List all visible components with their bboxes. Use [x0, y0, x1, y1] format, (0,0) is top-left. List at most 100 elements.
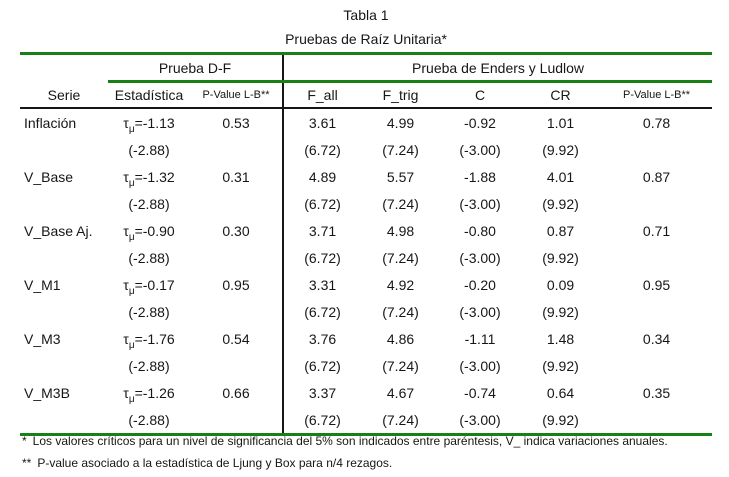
pvalue-lb2-value: 0.35 — [642, 384, 671, 401]
tau-symbol: τ — [123, 384, 129, 401]
c-value: -0.20 — [464, 276, 496, 293]
f-all-critical: (6.72) — [282, 352, 362, 379]
stat-critical: (-2.88) — [128, 357, 170, 374]
empty-cell — [601, 136, 712, 163]
tau-symbol: τ — [123, 330, 129, 347]
serie-name: Inflación — [24, 114, 77, 131]
cr-critical: (9.92) — [542, 249, 579, 266]
estadistica-value: τμ=-1.13 — [108, 108, 190, 136]
table-row-inflacion: Inflación τμ=-1.13 0.53 3.61 4.99 -0.92 … — [20, 108, 712, 136]
cr-value: 4.01 — [546, 168, 575, 185]
group-header-row: Serie Prueba D-F Prueba de Enders y Ludl… — [20, 53, 713, 109]
empty-cell — [601, 244, 712, 271]
tau-symbol: τ — [123, 276, 129, 293]
empty-cell — [190, 136, 283, 163]
pvalue-lb-value: 0.31 — [222, 168, 250, 185]
pvalue-lb2-value: 0.34 — [642, 330, 671, 347]
footnote-pvalue-ljung-box: ** P-value asociado a la estadística de L… — [22, 456, 392, 470]
empty-cell — [601, 190, 712, 217]
unit-root-test-table: Serie Prueba D-F Prueba de Enders y Ludl… — [20, 52, 713, 436]
table-row-v-m1: V_M1 τμ=-0.17 0.95 3.31 4.92 -0.20 0.09 … — [20, 271, 712, 298]
cr-value: 0.09 — [546, 276, 575, 293]
stat-value: =-1.26 — [134, 384, 175, 401]
table-title: Pruebas de Raíz Unitaria* — [285, 31, 447, 47]
pvalue-lb-value: 0.53 — [222, 114, 250, 131]
f-all-value: 3.61 — [282, 108, 362, 136]
stat-critical: (-2.88) — [128, 249, 170, 266]
f-all-critical: (6.72) — [282, 244, 362, 271]
stat-critical: (-2.88) — [128, 303, 170, 320]
cr-value: 0.87 — [546, 222, 575, 239]
group-header-enders-ludlow: Prueba de Enders y Ludlow — [282, 53, 713, 83]
f-all-value: 3.76 — [282, 325, 362, 352]
empty-cell — [20, 190, 108, 217]
cr-value: 1.48 — [546, 330, 575, 347]
column-header-c: C — [440, 81, 521, 109]
critical-values-row: (-2.88) (6.72) (7.24) (-3.00) (9.92) — [20, 406, 712, 435]
f-trig-value: 4.98 — [386, 222, 415, 239]
stat-critical: (-2.88) — [128, 195, 170, 212]
f-trig-value: 4.99 — [386, 114, 415, 131]
f-all-critical: (6.72) — [282, 406, 362, 435]
f-trig-value: 4.92 — [386, 276, 415, 293]
mu-subscript: μ — [128, 231, 135, 243]
c-critical: (-3.00) — [459, 195, 501, 212]
column-header-f-all: F_all — [282, 81, 362, 109]
estadistica-value: τμ=-1.32 — [108, 163, 190, 190]
f-trig-value: 4.67 — [386, 384, 415, 401]
column-header-serie: Serie — [20, 53, 108, 109]
critical-values-row: (-2.88) (6.72) (7.24) (-3.00) (9.92) — [20, 244, 712, 271]
empty-cell — [190, 244, 283, 271]
empty-cell — [20, 136, 108, 163]
footnote-marker: ** — [22, 456, 32, 470]
c-value: -0.92 — [464, 114, 496, 131]
serie-name: V_Base — [24, 168, 74, 185]
stat-value: =-0.90 — [134, 222, 175, 239]
pvalue-lb2-value: 0.87 — [642, 168, 671, 185]
stat-critical: (-2.88) — [128, 141, 170, 158]
stat-critical: (-2.88) — [128, 411, 170, 428]
stat-value: =-1.32 — [134, 168, 175, 185]
cr-critical: (9.92) — [542, 357, 579, 374]
table-row-v-base-aj: V_Base Aj. τμ=-0.90 0.30 3.71 4.98 -0.80… — [20, 217, 712, 244]
empty-cell — [20, 352, 108, 379]
column-header-row: Estadística P-Value L-B** F_all F_trig C… — [20, 81, 713, 109]
empty-cell — [20, 298, 108, 325]
f-trig-critical: (7.24) — [382, 357, 419, 374]
cr-value: 0.64 — [546, 384, 575, 401]
cr-critical: (9.92) — [542, 141, 579, 158]
serie-name: V_M3 — [24, 330, 61, 347]
footnote-critical-values: * Los valores críticos para un nivel de s… — [22, 434, 668, 448]
pvalue-lb-value: 0.95 — [222, 276, 250, 293]
f-all-value: 4.89 — [282, 163, 362, 190]
c-critical: (-3.00) — [459, 411, 501, 428]
group-header-prueba-df: Prueba D-F — [108, 53, 284, 83]
table-row-v-m3b: V_M3B τμ=-1.26 0.66 3.37 4.67 -0.74 0.64… — [20, 379, 712, 406]
table-row-v-base: V_Base τμ=-1.32 0.31 4.89 5.57 -1.88 4.0… — [20, 163, 712, 190]
pvalue-lb-value: 0.30 — [222, 222, 250, 239]
c-value: -1.88 — [464, 168, 496, 185]
f-trig-critical: (7.24) — [382, 195, 419, 212]
c-value: -0.74 — [464, 384, 496, 401]
empty-cell — [190, 406, 283, 435]
pvalue-lb2-value: 0.71 — [642, 222, 671, 239]
column-header-cr: CR — [520, 81, 602, 109]
estadistica-value: τμ=-1.26 — [108, 379, 190, 406]
c-critical: (-3.00) — [459, 249, 501, 266]
empty-cell — [601, 298, 712, 325]
c-critical: (-3.00) — [459, 141, 501, 158]
mu-subscript: μ — [128, 285, 135, 297]
empty-cell — [601, 406, 712, 435]
c-critical: (-3.00) — [459, 303, 501, 320]
empty-cell — [190, 298, 283, 325]
cr-critical: (9.92) — [542, 411, 579, 428]
f-trig-critical: (7.24) — [382, 249, 419, 266]
column-header-estadistica: Estadística — [108, 81, 190, 109]
f-all-value: 3.31 — [282, 271, 362, 298]
tau-symbol: τ — [123, 168, 129, 185]
c-value: -0.80 — [464, 222, 496, 239]
table-number-title: Tabla 1 — [343, 7, 389, 23]
f-trig-value: 5.57 — [386, 168, 415, 185]
column-header-f-trig: F_trig — [361, 81, 441, 109]
